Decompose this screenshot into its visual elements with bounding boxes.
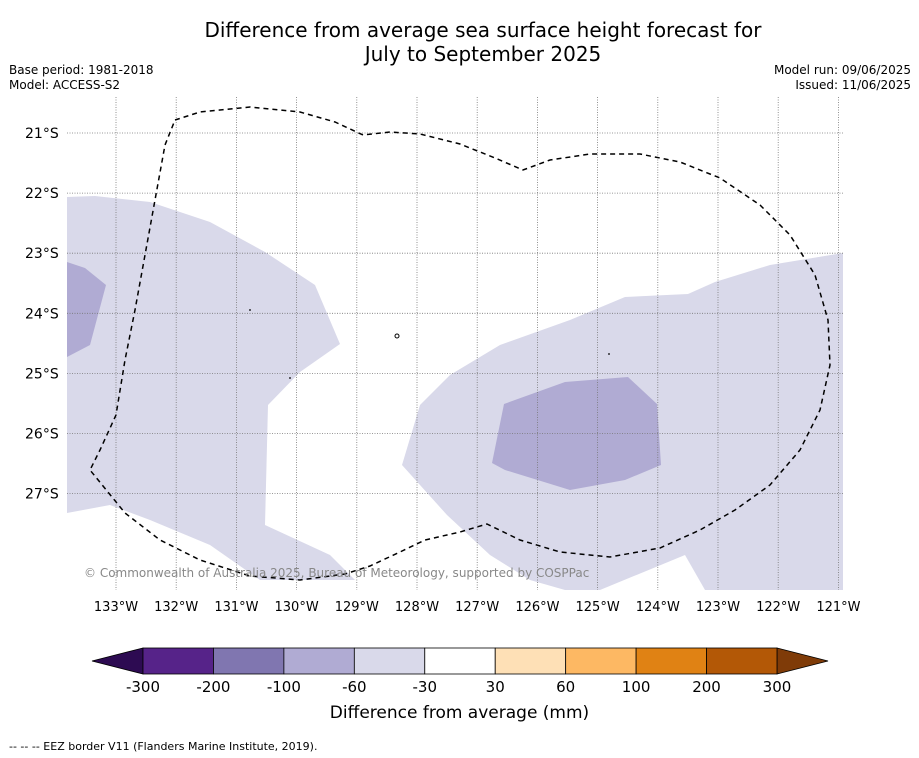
- colorbar-low-extend: [91, 647, 144, 675]
- colorbar-swatch: [424, 647, 496, 675]
- latitude-label: 26°S: [25, 427, 59, 443]
- longitude-label: 132°W: [154, 600, 198, 615]
- islands: [249, 309, 610, 379]
- latitude-label: 25°S: [25, 366, 59, 382]
- longitude-label: 125°W: [576, 600, 620, 615]
- colorbar-tick-label: -100: [266, 678, 301, 696]
- colorbar-swatch: [494, 647, 567, 675]
- model-run: Model run: 09/06/2025: [773, 63, 911, 77]
- colorbar-tick-label: 60: [556, 678, 576, 696]
- longitude-label: 126°W: [515, 600, 559, 615]
- colorbar-tick-label: -60: [342, 678, 367, 696]
- island-mark: [289, 377, 291, 379]
- latitude-label: 27°S: [25, 487, 59, 503]
- anomaly-fields: [67, 196, 843, 590]
- colorbar-swatch: [565, 647, 637, 675]
- issued-date: Issued: 11/06/2025: [795, 78, 911, 92]
- longitude-label: 133°W: [94, 600, 138, 615]
- colorbar-swatch: [283, 647, 355, 675]
- longitude-label: 123°W: [696, 600, 740, 615]
- island-mark: [249, 309, 251, 311]
- model-name: Model: ACCESS-S2: [9, 78, 121, 92]
- latitude-label: 21°S: [25, 126, 59, 142]
- eez-border: [89, 106, 831, 581]
- longitude-label: 124°W: [636, 600, 680, 615]
- longitude-label: 129°W: [335, 600, 379, 615]
- colorbar-title: Difference from average (mm): [329, 703, 590, 723]
- longitude-label: 122°W: [756, 600, 800, 615]
- anomaly-region-west-strong: [67, 262, 106, 357]
- title-line-2: July to September 2025: [364, 42, 602, 66]
- island-mark: [608, 353, 610, 355]
- latitude-label: 22°S: [25, 186, 59, 202]
- longitude-label: 121°W: [816, 600, 860, 615]
- longitude-label: 128°W: [395, 600, 439, 615]
- longitude-label: 131°W: [214, 600, 258, 615]
- colorbar-tick-label: 100: [621, 678, 651, 696]
- colorbar: [91, 647, 829, 675]
- colorbar-swatch: [706, 647, 778, 675]
- colorbar-tick-label: -200: [196, 678, 231, 696]
- graticule: [67, 97, 843, 590]
- longitude-label: 127°W: [455, 600, 499, 615]
- island-mark: [394, 333, 400, 339]
- colorbar-tick-label: -30: [412, 678, 438, 696]
- colorbar-swatch: [353, 647, 426, 675]
- colorbar-tick-label: 200: [692, 678, 721, 696]
- anomaly-region-west: [67, 196, 355, 580]
- base-period: Base period: 1981-2018: [9, 63, 154, 77]
- colorbar-swatch: [213, 647, 285, 675]
- footnote: -- -- -- EEZ border V11 (Flanders Marine…: [9, 740, 318, 753]
- copyright-notice: © Commonwealth of Australia 2025, Bureau…: [84, 566, 589, 580]
- anomaly-region-east-strong: [492, 377, 661, 490]
- latitude-labels: 21°S 22°S 23°S 24°S 25°S 26°S 27°S: [25, 126, 59, 503]
- left-metadata: Base period: 1981-2018 Model: ACCESS-S2: [9, 63, 154, 93]
- colorbar-tick-label: 30: [485, 678, 505, 696]
- colorbar-swatch: [142, 647, 214, 675]
- longitude-label: 130°W: [275, 600, 319, 615]
- title-line-1: Difference from average sea surface heig…: [204, 18, 762, 42]
- map-title: Difference from average sea surface heig…: [0, 18, 919, 66]
- latitude-label: 24°S: [25, 306, 59, 322]
- colorbar-tick-label: -300: [125, 678, 161, 696]
- longitude-labels: 133°W 132°W 131°W 130°W 129°W 128°W 127°W 126°W…: [94, 600, 861, 615]
- colorbar-swatch: [635, 647, 707, 675]
- colorbar-tick-label: 300: [762, 678, 792, 696]
- colorbar-high-extend: [776, 647, 829, 675]
- right-metadata: Model run: 09/06/2025 Issued: 11/06/2025: [774, 63, 911, 93]
- latitude-label: 23°S: [25, 246, 59, 262]
